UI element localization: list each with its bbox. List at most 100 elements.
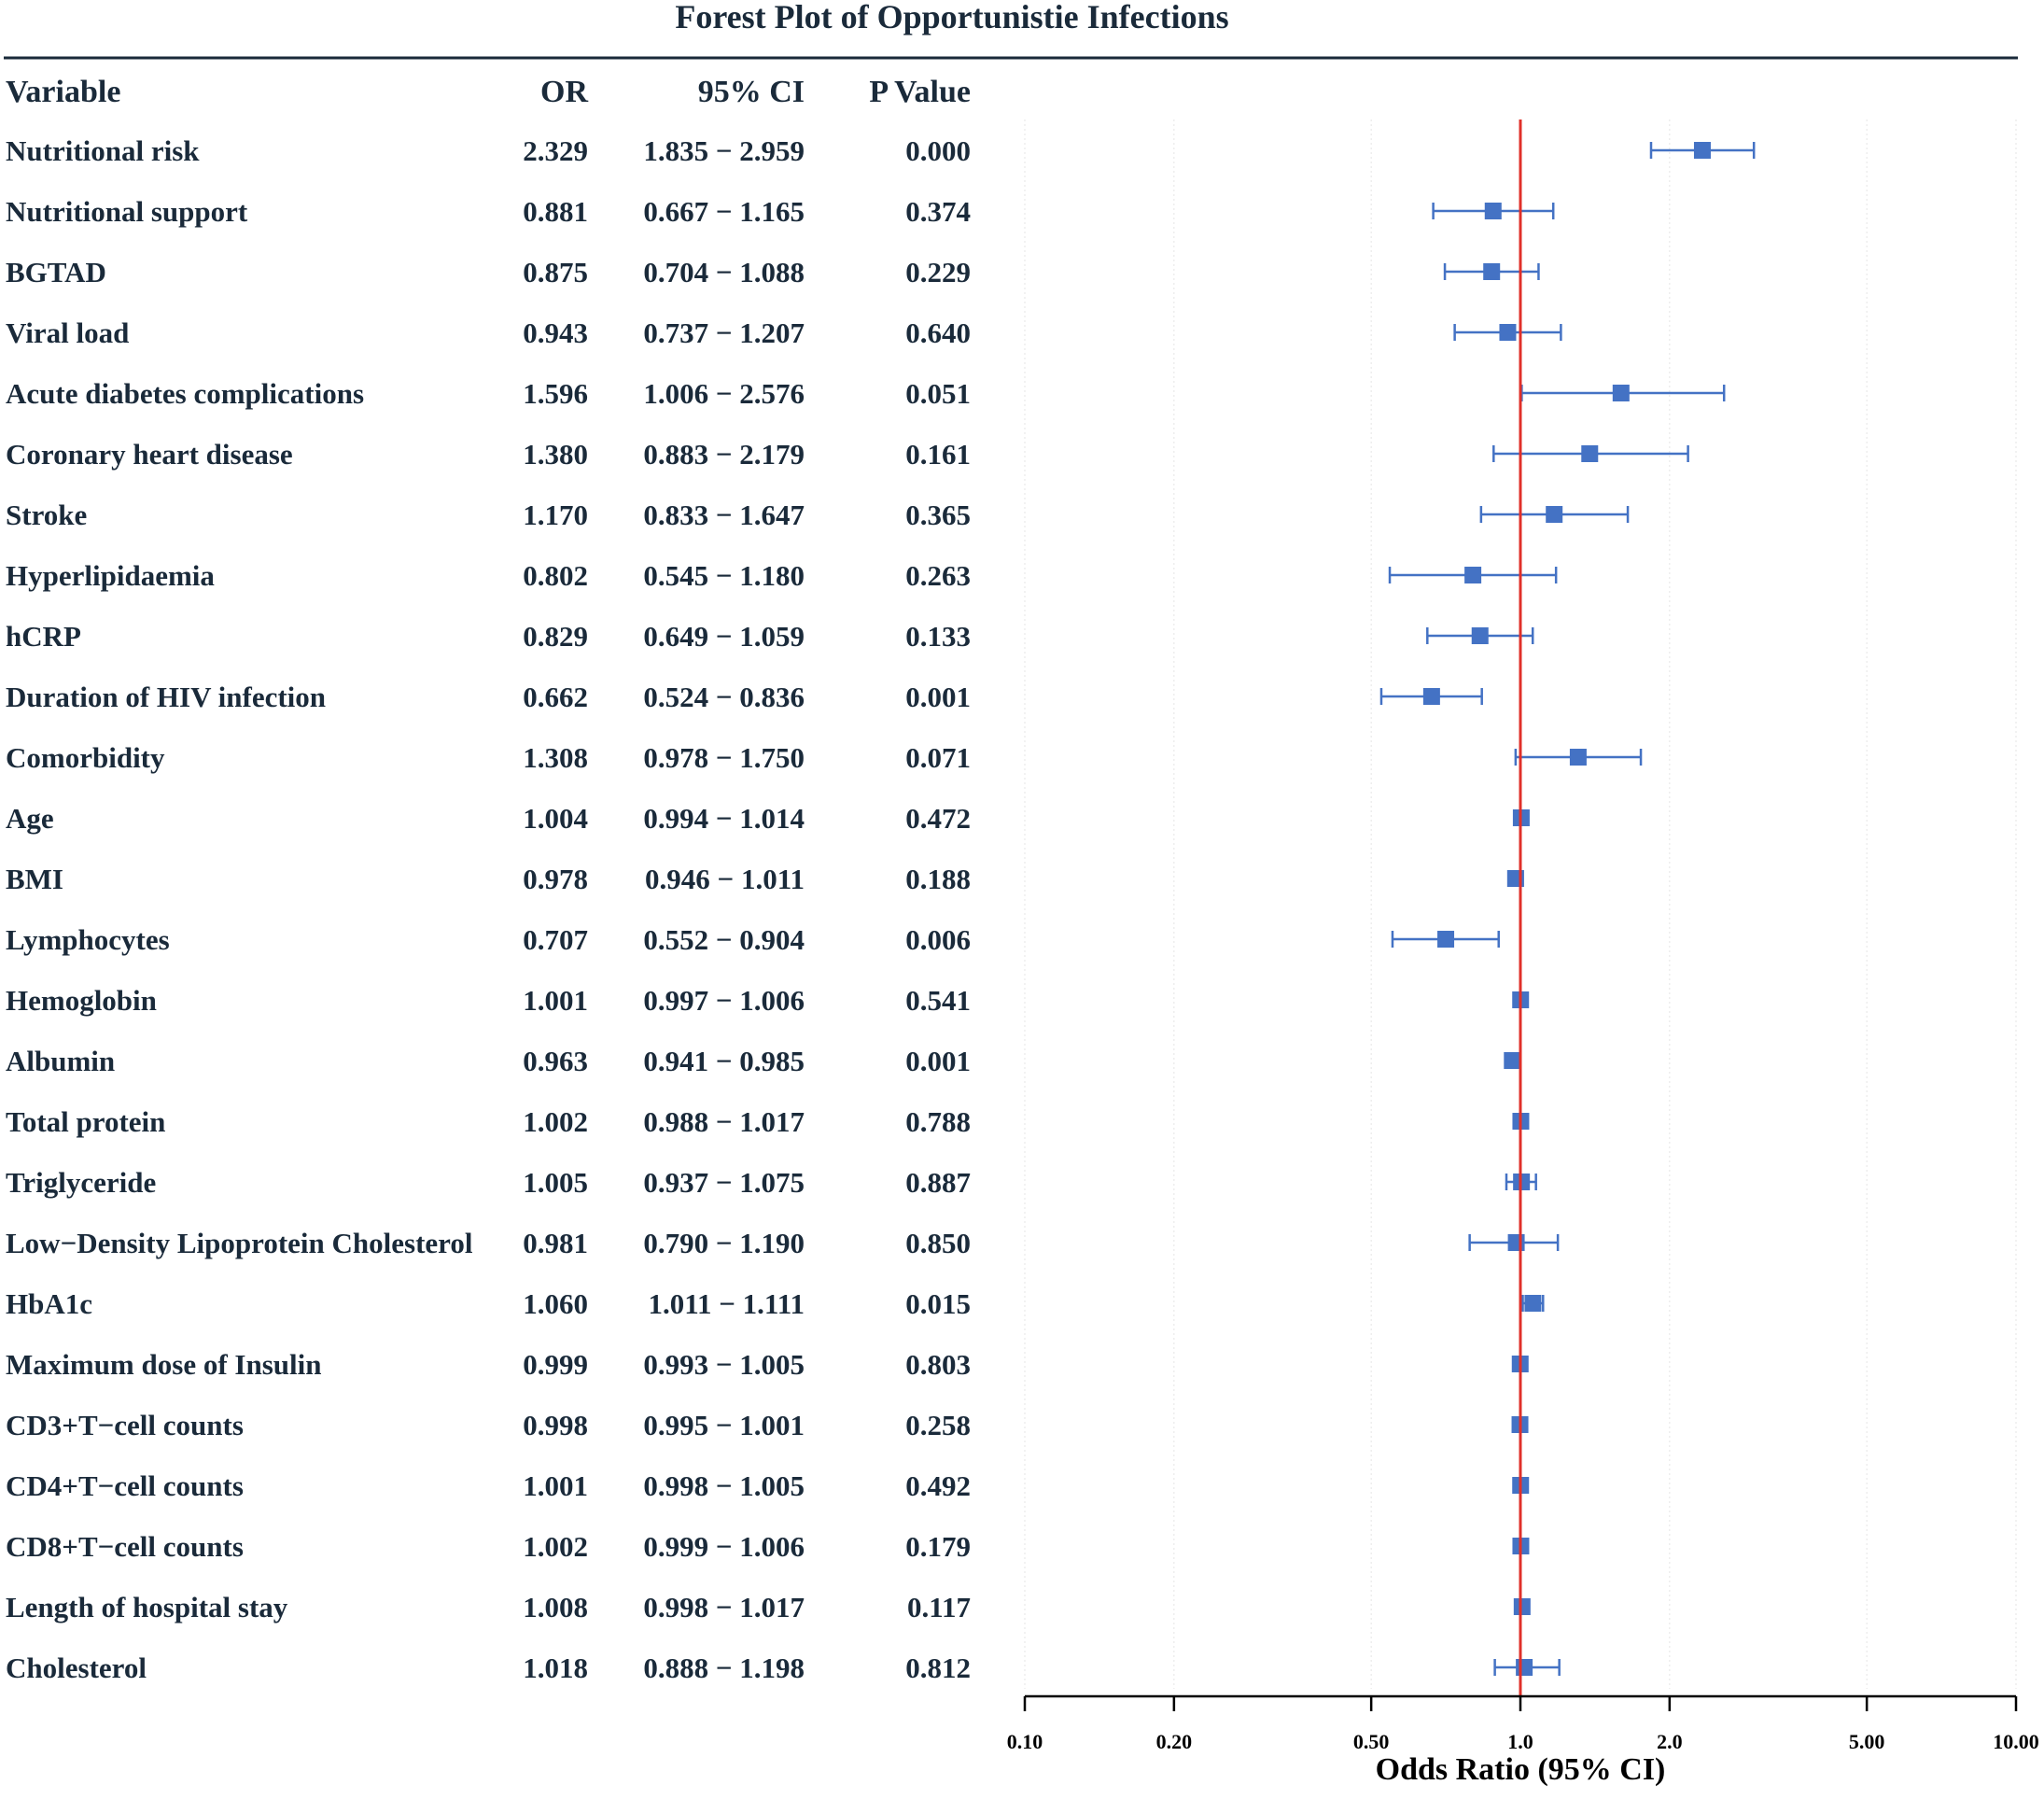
- row-ci: 0.997 − 1.006: [643, 984, 805, 1017]
- row-p-value: 0.001: [905, 1045, 971, 1077]
- or-marker: [1471, 627, 1489, 644]
- row-or: 1.308: [523, 741, 588, 774]
- row-variable: hCRP: [6, 620, 81, 653]
- chart-title: Forest Plot of Opportunistie Infections: [675, 0, 1228, 35]
- row-or: 1.002: [523, 1530, 588, 1563]
- row-p-value: 0.071: [905, 741, 971, 774]
- x-tick-label: 2.0: [1657, 1730, 1683, 1753]
- row-or: 0.998: [523, 1409, 588, 1441]
- row-p-value: 0.472: [905, 802, 971, 835]
- row-p-value: 0.803: [905, 1348, 971, 1381]
- or-marker: [1507, 1234, 1525, 1251]
- row-ci: 0.937 − 1.075: [643, 1166, 805, 1199]
- or-marker: [1513, 1598, 1531, 1615]
- row-ci: 0.988 − 1.017: [643, 1105, 805, 1138]
- header-or: OR: [540, 75, 588, 109]
- x-tick-label: 0.50: [1353, 1730, 1390, 1753]
- row-variable: Cholesterol: [6, 1651, 147, 1684]
- row-ci: 0.883 − 2.179: [643, 438, 805, 471]
- row-p-value: 0.188: [905, 863, 971, 895]
- row-variable: Maximum dose of Insulin: [6, 1348, 321, 1381]
- row-variable: Triglyceride: [6, 1166, 156, 1199]
- header-ci: 95% CI: [698, 75, 805, 109]
- header-p-value: P Value: [869, 75, 971, 109]
- row-variable: Viral load: [6, 316, 129, 349]
- row-or: 0.963: [523, 1045, 588, 1077]
- or-marker: [1504, 1052, 1521, 1069]
- row-or: 0.999: [523, 1348, 588, 1381]
- row-variable: BMI: [6, 863, 63, 895]
- row-ci: 0.941 − 0.985: [643, 1045, 805, 1077]
- x-tick-label: 5.00: [1849, 1730, 1885, 1753]
- row-variable: Stroke: [6, 499, 87, 531]
- x-tick-label: 10.00: [1993, 1730, 2039, 1753]
- row-or: 1.060: [523, 1287, 588, 1320]
- row-ci: 0.993 − 1.005: [643, 1348, 805, 1381]
- row-ci: 0.995 − 1.001: [643, 1409, 805, 1441]
- row-or: 1.002: [523, 1105, 588, 1138]
- x-tick-label: 0.20: [1156, 1730, 1193, 1753]
- row-variable: Albumin: [6, 1045, 115, 1077]
- header-variable: Variable: [6, 75, 120, 109]
- row-variable: BGTAD: [6, 256, 106, 288]
- row-ci: 0.524 − 0.836: [643, 681, 805, 713]
- row-p-value: 0.492: [905, 1469, 971, 1502]
- row-variable: Duration of HIV infection: [6, 681, 326, 713]
- row-p-value: 0.001: [905, 681, 971, 713]
- or-marker: [1483, 263, 1501, 280]
- row-variable: Lymphocytes: [6, 923, 170, 956]
- row-p-value: 0.788: [905, 1105, 971, 1138]
- row-or: 0.802: [523, 559, 588, 592]
- x-axis-label: Odds Ratio (95% CI): [1376, 1752, 1666, 1787]
- or-marker: [1484, 203, 1502, 219]
- or-marker: [1499, 324, 1517, 341]
- row-variable: Coronary heart disease: [6, 438, 293, 471]
- row-ci: 0.833 − 1.647: [643, 499, 805, 531]
- row-variable: Age: [6, 802, 54, 835]
- row-or: 1.008: [523, 1591, 588, 1623]
- row-or: 1.596: [523, 377, 588, 410]
- row-ci: 1.006 − 2.576: [643, 377, 805, 410]
- row-ci: 1.011 − 1.111: [648, 1287, 805, 1320]
- or-marker: [1569, 749, 1587, 766]
- row-ci: 0.998 − 1.017: [643, 1591, 805, 1623]
- row-ci: 0.994 − 1.014: [643, 802, 805, 835]
- row-variable: Total protein: [6, 1105, 165, 1138]
- or-marker: [1581, 445, 1599, 462]
- x-axis: 0.10 0.20 0.50 1.0 2.0 5.00 10.00: [1007, 1696, 2039, 1753]
- row-variable: CD3+T−cell counts: [6, 1409, 244, 1441]
- row-ci: 0.790 − 1.190: [643, 1227, 805, 1259]
- row-variable: Nutritional risk: [6, 134, 200, 167]
- row-p-value: 0.263: [905, 559, 971, 592]
- or-marker: [1524, 1295, 1542, 1312]
- row-or: 0.829: [523, 620, 588, 653]
- row-ci: 0.704 − 1.088: [643, 256, 805, 288]
- row-variable: HbA1c: [6, 1287, 92, 1320]
- row-or: 1.001: [523, 984, 588, 1017]
- row-variable: Comorbidity: [6, 741, 165, 774]
- table-rows: Nutritional risk 2.329 1.835 − 2.959 0.000 N…: [6, 134, 971, 1684]
- gridlines: [1024, 119, 2017, 1689]
- or-marker: [1546, 506, 1563, 523]
- row-p-value: 0.887: [905, 1166, 971, 1199]
- row-or: 0.981: [523, 1227, 588, 1259]
- row-ci: 0.737 − 1.207: [643, 316, 805, 349]
- or-marker: [1516, 1659, 1533, 1676]
- row-or: 0.875: [523, 256, 588, 288]
- row-variable: Nutritional support: [6, 195, 248, 228]
- row-p-value: 0.812: [905, 1651, 971, 1684]
- or-marker: [1422, 688, 1440, 705]
- row-ci: 0.545 − 1.180: [643, 559, 805, 592]
- row-ci: 0.946 − 1.011: [645, 863, 805, 895]
- row-p-value: 0.161: [905, 438, 971, 471]
- or-marker: [1437, 931, 1455, 948]
- row-or: 1.018: [523, 1651, 588, 1684]
- row-or: 0.978: [523, 863, 588, 895]
- row-variable: Low−Density Lipoprotein Cholesterol: [6, 1227, 473, 1259]
- row-or: 2.329: [523, 134, 588, 167]
- row-p-value: 0.365: [905, 499, 971, 531]
- row-ci: 0.999 − 1.006: [643, 1530, 805, 1563]
- row-variable: CD8+T−cell counts: [6, 1530, 244, 1563]
- or-marker: [1612, 385, 1630, 401]
